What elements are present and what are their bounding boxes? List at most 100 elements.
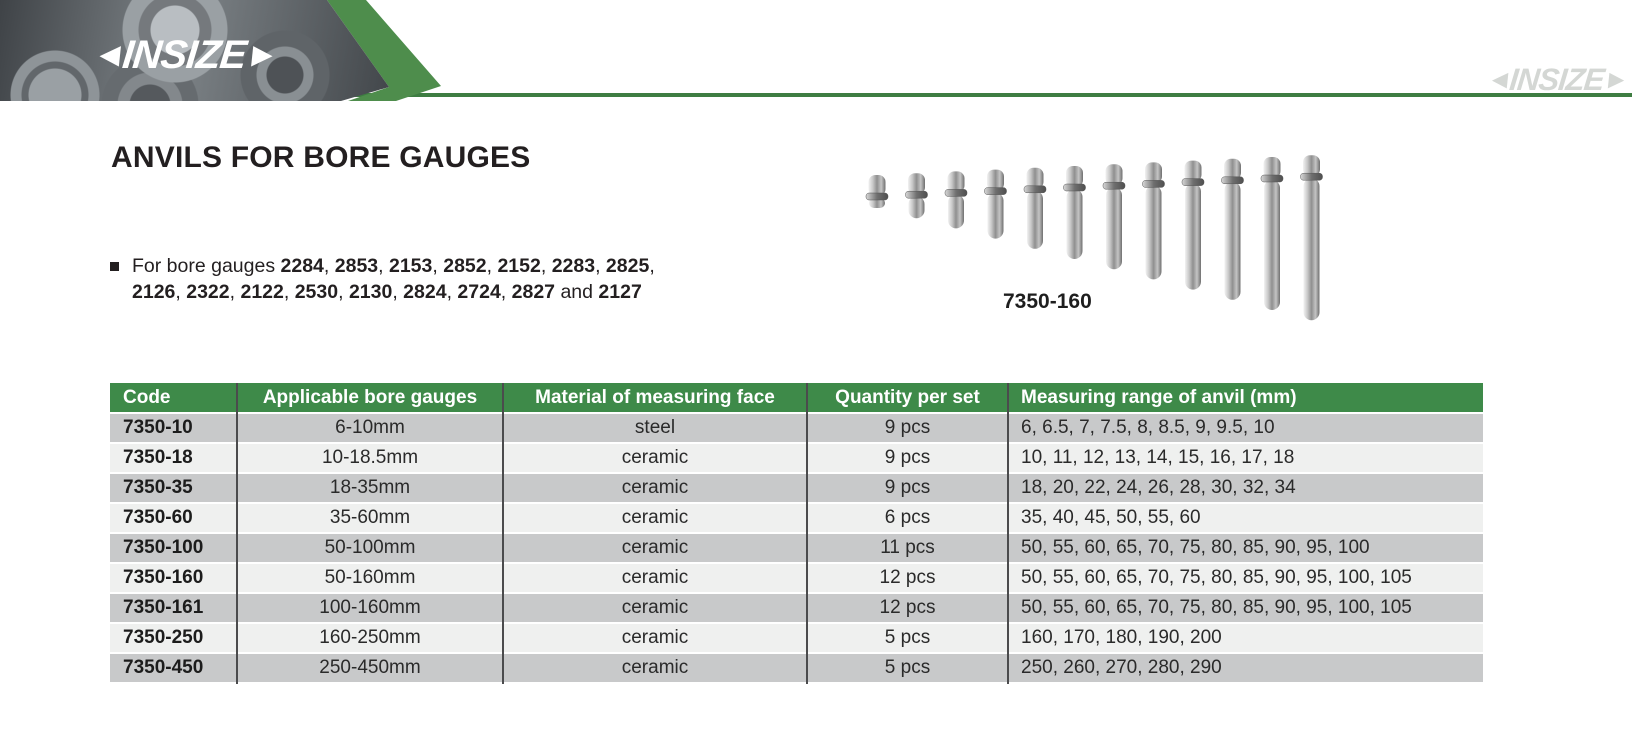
spec-table: Code Applicable bore gauges Material of me… (110, 383, 1483, 684)
anvil-pin-part (944, 189, 968, 197)
anvil-pin-part (1181, 178, 1205, 186)
cell-qty: 9 pcs (884, 417, 931, 438)
page-header: ◄INSIZE► ◄INSIZE► (0, 0, 1632, 110)
cell-code: 7350-450 (123, 657, 204, 678)
table-row: 7350-250 160-250mm ceramic 5 pcs 160, 170, 1… (110, 624, 1483, 652)
bore-gauge-model: 2152 (497, 255, 541, 277)
anvil-pin-part (948, 194, 964, 229)
anvil-pin-part (1263, 157, 1281, 178)
cell-material: ceramic (621, 597, 689, 618)
logo-left-arrow-icon: ◄ (91, 36, 125, 74)
cell-qty: 5 pcs (884, 627, 931, 648)
anvil-pin-part (1106, 187, 1122, 270)
cell-gauges: 160-250mm (319, 627, 421, 648)
anvil-pin-part (1260, 174, 1284, 183)
cell-material: steel (634, 417, 676, 438)
anvil-pin-part (984, 187, 1007, 195)
cell-qty: 9 pcs (884, 447, 931, 468)
column-header: Quantity per set (835, 387, 980, 408)
table-header-row: Code Applicable bore gauges Material of me… (110, 383, 1483, 412)
bore-gauge-model: 2530 (294, 281, 339, 303)
anvil-pin-part (908, 196, 925, 219)
cell-gauges: 50-100mm (324, 537, 416, 558)
watermark-left-arrow-icon: ◄ (1485, 64, 1512, 94)
cell-gauges: 35-60mm (329, 507, 411, 528)
cell-gauges: 50-160mm (324, 567, 416, 588)
cell-code: 7350-100 (123, 537, 204, 558)
bore-gauge-model: 2153 (388, 255, 433, 277)
anvil-pin-part (865, 192, 889, 201)
cell-material: ceramic (621, 537, 689, 558)
intro-text-segment: , (595, 255, 606, 277)
column-header: Measuring range of anvil (mm) (1021, 387, 1297, 408)
anvil-pin-part (1185, 183, 1201, 290)
intro-text-segment: , (175, 281, 187, 303)
bore-gauge-model: 2130 (348, 281, 393, 303)
anvil-pin-part (1303, 155, 1320, 177)
anvil-pin-part (1303, 178, 1320, 321)
anvil-pin-part (1105, 164, 1123, 186)
table-body: 7350-10 6-10mm steel 9 pcs 6, 6.5, 7, 7.5, 8… (110, 414, 1483, 682)
cell-code: 7350-160 (123, 567, 204, 588)
column-divider (502, 383, 504, 684)
anvil-pin-part (1224, 181, 1241, 300)
bore-gauge-model: 2852 (443, 255, 487, 277)
anvil-pin-part (1145, 185, 1162, 280)
cell-material: ceramic (621, 627, 689, 648)
header-machinery-photo (0, 0, 389, 101)
column-header: Material of measuring face (535, 387, 775, 408)
cell-range: 50, 55, 60, 65, 70, 75, 80, 85, 90, 95, … (1021, 597, 1412, 618)
cell-material: ceramic (621, 657, 689, 678)
anvil-pin-part (1066, 189, 1083, 259)
bore-gauge-model: 2126 (132, 281, 176, 303)
logo-right-arrow-icon: ► (243, 36, 278, 74)
header-rule (0, 93, 1632, 97)
cell-qty: 6 pcs (884, 507, 931, 528)
table-row: 7350-10 6-10mm steel 9 pcs 6, 6.5, 7, 7.5, 8… (110, 414, 1483, 442)
cell-material: ceramic (621, 477, 689, 498)
cell-range: 50, 55, 60, 65, 70, 75, 80, 85, 90, 95, … (1021, 567, 1412, 588)
figure-product-code-label: 7350-160 (1003, 290, 1092, 313)
anvil-pin-part (905, 190, 928, 199)
bore-gauge-model: 2284 (280, 255, 324, 277)
cell-gauges: 6-10mm (335, 417, 405, 438)
watermark-text: INSIZE (1507, 62, 1606, 97)
watermark-right-arrow-icon: ► (1601, 64, 1628, 94)
intro-text-segment: , (392, 281, 404, 303)
anvil-pin-part (1300, 172, 1323, 181)
cell-material: ceramic (621, 567, 689, 588)
cell-code: 7350-161 (123, 597, 204, 618)
insize-watermark-logo: ◄INSIZE► (1485, 62, 1628, 98)
anvil-pin-part (908, 173, 925, 195)
table-row: 7350-35 18-35mm ceramic 9 pcs 18, 20, 22, 24… (110, 474, 1483, 502)
cell-qty: 9 pcs (884, 477, 931, 498)
intro-text: For bore gauges 2284, 2853, 2153, 2852, … (132, 253, 710, 305)
cell-range: 250, 260, 270, 280, 290 (1021, 657, 1222, 678)
cell-gauges: 100-160mm (319, 597, 421, 618)
bore-gauge-model: 2853 (334, 255, 379, 277)
cell-range: 50, 55, 60, 65, 70, 75, 80, 85, 90, 95, … (1021, 537, 1370, 558)
intro-text-segment: and (555, 281, 599, 303)
table-row: 7350-161 100-160mm ceramic 12 pcs 50, 55, 60… (110, 594, 1483, 622)
intro-text-segment: , (378, 255, 389, 277)
anvil-pin-part (868, 175, 886, 196)
cell-qty: 5 pcs (884, 657, 931, 678)
bore-gauge-model: 2825 (605, 255, 650, 277)
intro-text-segment: , (486, 255, 498, 277)
cell-gauges: 250-450mm (319, 657, 421, 678)
intro-text-segment: , (649, 255, 655, 277)
anvil-pin-part (987, 192, 1004, 239)
anvil-pin-part (1063, 183, 1086, 192)
anvil-pin-part (869, 198, 885, 208)
cell-qty: 11 pcs (880, 537, 935, 558)
cell-gauges: 10-18.5mm (321, 447, 419, 468)
anvil-pin-part (1221, 176, 1244, 185)
anvil-pin-part (1027, 190, 1043, 249)
anvil-pin-part (987, 169, 1004, 191)
intro-note: For bore gauges 2284, 2853, 2153, 2852, … (110, 253, 710, 305)
anvil-pin-part (1023, 185, 1047, 194)
anvil-pin-part (1145, 162, 1162, 184)
intro-text-segment: , (283, 281, 295, 303)
table-row: 7350-450 250-450mm ceramic 5 pcs 250, 260, 2… (110, 654, 1483, 682)
page-title: ANVILS FOR BORE GAUGES (111, 141, 531, 174)
